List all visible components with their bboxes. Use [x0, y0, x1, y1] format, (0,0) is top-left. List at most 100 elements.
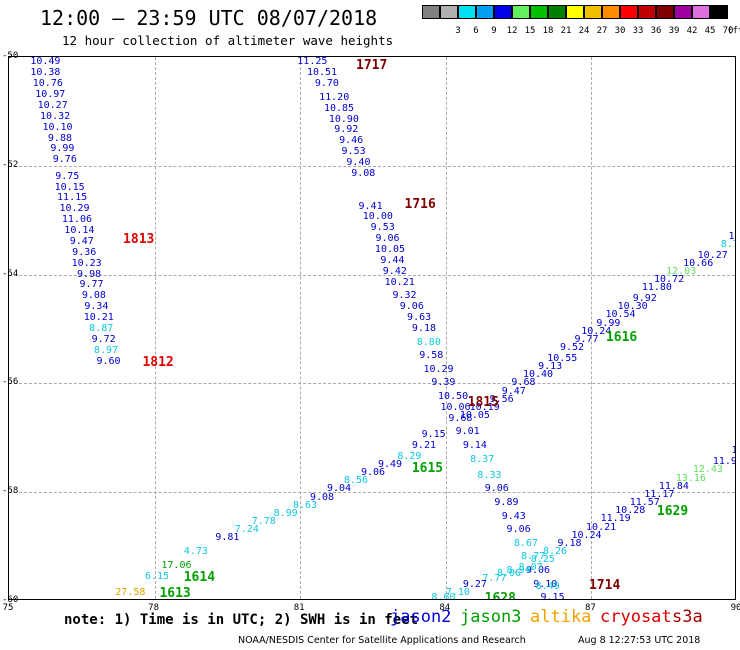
wave-height-value: 13.16	[675, 472, 706, 484]
wave-height-value: 10.76	[32, 78, 63, 90]
satellite-label: cryosat	[600, 607, 672, 627]
generated-timestamp: Aug 8 12:27:53 UTC 2018	[578, 635, 701, 646]
wave-height-value: 8.87	[89, 323, 114, 334]
wave-height-value: 9.46	[339, 135, 364, 147]
legend-tick-label: 39	[668, 26, 680, 36]
pass-time-label: 1614	[183, 569, 216, 585]
longitude-tick-label: 84	[439, 603, 451, 613]
wave-height-value: 9.68	[448, 412, 473, 424]
wave-height-value: 11.9	[712, 456, 736, 468]
wave-height-value: 9.08	[351, 167, 376, 179]
wave-height-value: 11.84	[658, 480, 689, 492]
wave-height-value: 8.80	[416, 336, 441, 348]
wave-height-value: 9.08	[81, 290, 106, 302]
wave-height-value: 8.07	[518, 562, 543, 574]
legend-swatch	[584, 5, 602, 19]
wave-height-value: 10.28	[615, 505, 646, 517]
latitude-gridline	[9, 165, 735, 167]
latitude-tick-label: -50	[2, 51, 19, 61]
map-title: 12:00 — 23:59 UTC 08/07/2018	[40, 6, 378, 30]
wave-height-value: 9.70	[314, 78, 339, 90]
pass-time-label: 1616	[605, 330, 638, 346]
legend-swatch	[692, 5, 710, 19]
pass-time-label: 1615	[411, 460, 444, 476]
wave-height-value: 9.21	[411, 439, 436, 451]
wave-height-value: 9.77	[574, 333, 599, 345]
legend-tick-label: 21	[560, 26, 572, 36]
wave-height-value: 9.49	[377, 459, 403, 470]
wave-height-value: 9.06	[360, 467, 386, 479]
wave-height-value: 10.90	[328, 113, 359, 125]
wave-height-value: 1	[732, 446, 735, 456]
wave-height-value: 8.06	[496, 567, 521, 579]
wave-height-value: 8.7	[720, 238, 735, 250]
wave-height-value: 17.06	[161, 559, 192, 571]
legend-tick-label: 70	[722, 26, 734, 36]
latitude-gridline	[9, 383, 735, 385]
wave-height-value: 11.20	[319, 91, 350, 103]
wave-height-value: 9.32	[392, 290, 417, 302]
latitude-tick-label: -52	[2, 159, 19, 170]
wave-height-value: 10.29	[423, 363, 454, 375]
wave-height-value: 10.50	[438, 391, 469, 402]
wave-height-value: 9.81	[215, 532, 240, 544]
wave-height-value: 9.13	[538, 361, 563, 373]
pass-time-label: 1717	[356, 58, 388, 74]
wave-height-value: 9.06	[525, 565, 551, 577]
wave-height-value: 10.55	[547, 352, 578, 364]
wave-height-value: 8.97	[94, 344, 119, 356]
latitude-tick-label: -56	[2, 377, 19, 388]
wave-height-value: 8.37	[470, 453, 495, 465]
latitude-tick-label: -58	[2, 486, 19, 497]
wave-height-value: 12.43	[692, 464, 723, 476]
longitude-tick-label: 90	[730, 603, 740, 613]
wave-height-value: 9.44	[380, 255, 405, 266]
wave-height-value: 12.03	[666, 265, 697, 277]
wave-height-value: 9.04	[326, 483, 352, 495]
wave-height-value: 9.98	[77, 268, 102, 280]
wave-height-value: 10.05	[459, 410, 490, 422]
legend-swatch	[710, 5, 728, 19]
longitude-gridline	[154, 57, 156, 599]
wave-height-value: 11.80	[641, 282, 672, 294]
wave-height-value: 8.67	[513, 537, 538, 549]
wave-height-value: 10.14	[64, 225, 95, 237]
latitude-gridline	[9, 274, 735, 276]
legend-swatch	[638, 5, 656, 19]
wave-height-value: 11.15	[57, 192, 88, 204]
wave-height-value: 10.21	[586, 521, 617, 533]
wave-height-value: 9.77	[79, 279, 104, 291]
wave-height-value: 8.60	[431, 592, 456, 600]
pass-time-label: 1628	[484, 591, 516, 600]
legend-tick-label: 33	[632, 26, 644, 36]
wave-height-value: 11.25	[297, 56, 328, 68]
wave-height-value: 9.10	[533, 578, 558, 590]
wave-height-value: 9.52	[559, 342, 585, 354]
wave-height-value: 11.19	[600, 513, 631, 525]
wave-height-value: 9.56	[489, 393, 514, 405]
wave-height-value: 9.06	[399, 301, 424, 313]
wave-height-value: 9.01	[455, 426, 480, 438]
map-subtitle: 12 hour collection of altimeter wave hei…	[62, 33, 394, 48]
wave-height-value: 9.42	[382, 265, 407, 277]
altimeter-map-plot: 10.49 10.38 10.76 10.97 10.27 10.32 10.10 9.88 9…	[8, 56, 736, 600]
legend-swatch	[530, 5, 548, 19]
wave-height-value: 9.18	[557, 537, 582, 549]
legend-swatch	[548, 5, 566, 19]
wave-height-value: 9.34	[84, 301, 109, 313]
wave-height-value: 9.63	[407, 312, 432, 324]
legend-swatch	[422, 5, 440, 19]
wave-height-value: 8.29	[397, 450, 422, 462]
wave-height-value: 9.88	[47, 132, 72, 144]
wave-height-value: 10	[728, 230, 735, 242]
legend-tick-label: 27	[596, 26, 608, 36]
legend-tick-label: 3	[455, 26, 461, 36]
wave-height-value: 10.21	[384, 276, 415, 288]
legend-swatch	[566, 5, 584, 19]
pass-time-label: 1815	[467, 395, 499, 411]
wave-height-value: 27.58	[115, 586, 146, 598]
wave-height-value: 10.24	[571, 529, 602, 541]
wave-height-value: 10.54	[605, 309, 636, 321]
wave-height-value: 9.89	[494, 497, 519, 509]
legend-swatch	[440, 5, 458, 19]
